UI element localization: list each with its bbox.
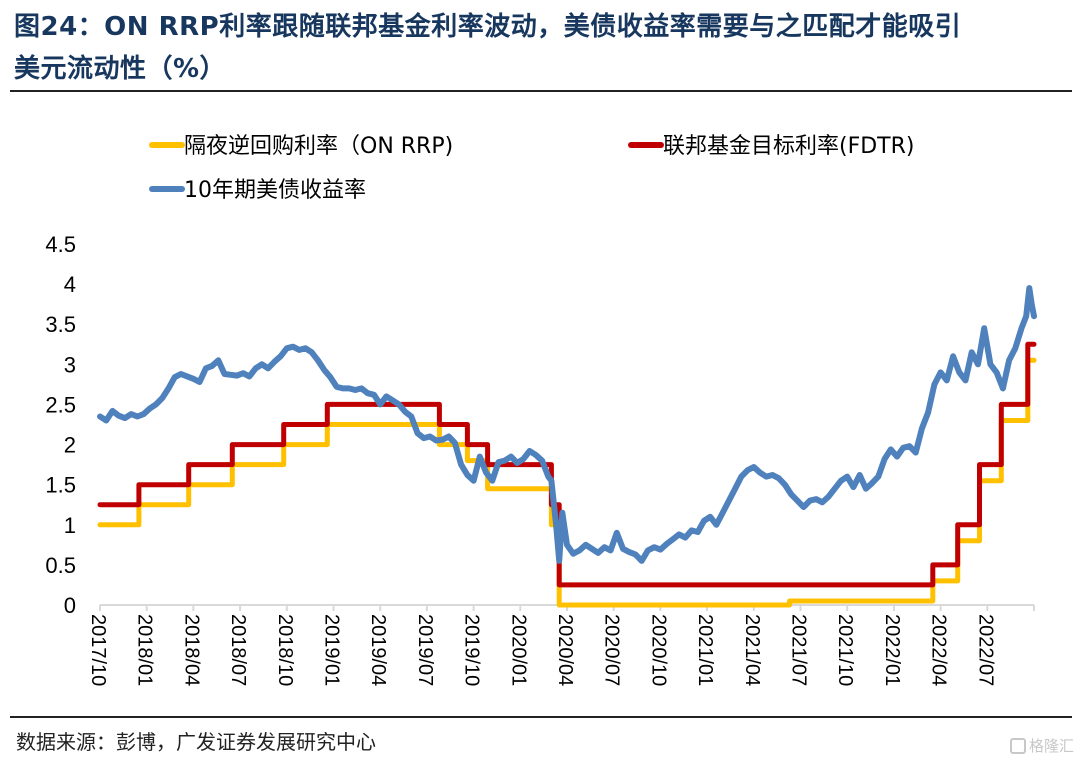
chart-title-line1: 图24：ON RRP利率跟随联邦基金利率波动，美债收益率需要与之匹配才能吸引 bbox=[14, 12, 962, 42]
series-onrrp bbox=[97, 357, 1037, 608]
x-tick-label: 2021/07 bbox=[788, 614, 810, 686]
x-tick-label: 2019/07 bbox=[414, 614, 436, 686]
legend-label-fdtr: 联邦基金目标利率(FDTR) bbox=[663, 134, 915, 159]
x-tick-label: 2019/01 bbox=[321, 614, 343, 686]
series-group bbox=[97, 285, 1037, 608]
series-ust10y bbox=[97, 285, 1037, 564]
y-tick-label: 2.5 bbox=[45, 392, 76, 417]
x-tick-label: 2018/10 bbox=[274, 614, 296, 686]
legend-label-onrrp: 隔夜逆回购利率（ON RRP) bbox=[184, 134, 453, 159]
x-tick-label: 2022/01 bbox=[881, 614, 903, 686]
watermark: 格隆汇 bbox=[1009, 735, 1074, 756]
x-tick-label: 2018/04 bbox=[180, 614, 202, 686]
legend-item-ust10y: 10年期美债收益率 bbox=[149, 178, 366, 203]
x-tick-label: 2022/07 bbox=[974, 614, 996, 686]
series-fdtr-line bbox=[97, 341, 1037, 588]
y-tick-label: 2 bbox=[64, 433, 76, 458]
legend-label-ust10y: 10年期美债收益率 bbox=[184, 178, 366, 203]
series-ust10y-line bbox=[97, 285, 1037, 564]
y-tick-label: 0 bbox=[64, 593, 76, 618]
x-tick-label: 2021/01 bbox=[694, 614, 716, 686]
chart-title: 图24：ON RRP利率跟随联邦基金利率波动，美债收益率需要与之匹配才能吸引 美… bbox=[14, 6, 1074, 90]
watermark-text: 格隆汇 bbox=[1028, 737, 1074, 755]
x-tick-label: 2019/04 bbox=[367, 614, 389, 686]
x-tick-label: 2019/10 bbox=[461, 614, 483, 686]
y-tick-label: 0.5 bbox=[45, 553, 76, 578]
x-axis: 2017/10 2018/01 2018/04 2018/07 2018/10 2019/… bbox=[87, 604, 1035, 686]
y-tick-label: 3.5 bbox=[45, 312, 76, 337]
y-tick-label: 3 bbox=[64, 352, 76, 377]
y-tick-label: 4 bbox=[64, 272, 76, 297]
watermark-logo-icon bbox=[1009, 737, 1026, 754]
series-onrrp-line bbox=[97, 357, 1037, 608]
legend: 隔夜逆回购利率（ON RRP) 联邦基金目标利率(FDTR) 10年期美债收益率 bbox=[149, 134, 915, 203]
chart-title-line2: 美元流动性（%） bbox=[14, 54, 227, 84]
data-source: 数据来源：彭博，广发证券发展研究中心 bbox=[16, 730, 376, 754]
y-tick-label: 1 bbox=[64, 513, 76, 538]
x-tick-label: 2020/10 bbox=[647, 614, 669, 686]
x-tick-label: 2017/10 bbox=[87, 614, 109, 686]
legend-item-fdtr: 联邦基金目标利率(FDTR) bbox=[628, 134, 915, 159]
title-divider bbox=[10, 90, 1072, 92]
x-tick-label: 2018/01 bbox=[134, 614, 156, 686]
x-tick-label: 2020/01 bbox=[507, 614, 529, 686]
x-tick-label: 2020/04 bbox=[554, 614, 576, 686]
legend-item-onrrp: 隔夜逆回购利率（ON RRP) bbox=[149, 134, 453, 159]
x-tick-label: 2018/07 bbox=[227, 614, 249, 686]
x-tick-label: 2020/07 bbox=[601, 614, 623, 686]
x-tick-label: 2021/10 bbox=[834, 614, 856, 686]
footer-divider bbox=[10, 716, 1072, 718]
y-tick-label: 1.5 bbox=[45, 473, 76, 498]
series-fdtr bbox=[97, 341, 1037, 588]
x-tick-label: 2021/04 bbox=[741, 614, 763, 686]
y-tick-label: 4.5 bbox=[45, 232, 76, 257]
x-tick-label: 2022/04 bbox=[928, 614, 950, 686]
y-axis-ticks: 0 0.5 1 1.5 2 2.5 3 3.5 4 4.5 bbox=[45, 232, 76, 618]
